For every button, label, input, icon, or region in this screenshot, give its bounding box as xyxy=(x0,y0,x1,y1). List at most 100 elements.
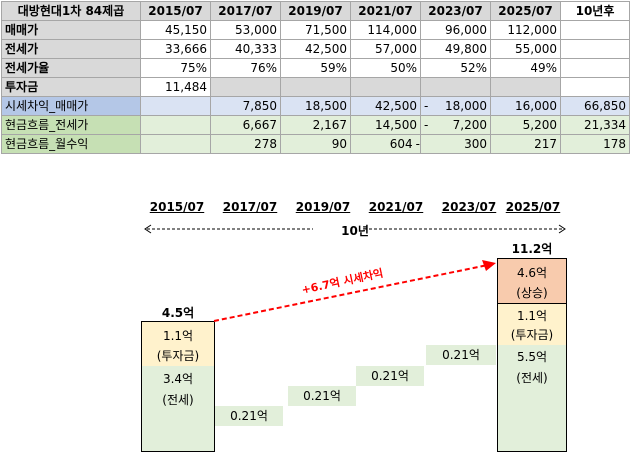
end-jeonse-value: 5.5억 xyxy=(516,350,548,364)
table-cell: 45,150 xyxy=(140,20,211,40)
table-cell: 96,000 xyxy=(420,20,491,40)
header-cell: 2025/07 xyxy=(490,1,561,21)
negative-sign: - xyxy=(415,137,420,151)
end-invest-block: 1.1억 (투자금) xyxy=(497,303,567,345)
year-label: 2025/07 xyxy=(505,200,561,214)
cell-value: 7,200 xyxy=(452,118,487,132)
table-cell: 59% xyxy=(280,58,351,78)
start-jeonse-value: 3.4억 xyxy=(162,372,194,386)
table-cell: 90 xyxy=(280,134,351,154)
table-cell: 57,000 xyxy=(350,39,421,59)
cashflow-step: 0.21억 xyxy=(426,345,496,365)
table-row: 전세가율 75% 76% 59% 50% 52% 49% xyxy=(1,58,630,78)
table-cell xyxy=(140,115,211,135)
cell-value: 18,000 xyxy=(445,99,487,113)
header-cell: 2023/07 xyxy=(420,1,491,21)
table-cell: 71,500 xyxy=(280,20,351,40)
start-invest-value: 1.1억 xyxy=(162,329,194,343)
end-gain-block: 4.6억 (상승) xyxy=(497,258,567,303)
table-cell: - 7,200 xyxy=(420,115,491,135)
table-cell: 66,850 xyxy=(560,96,630,116)
table-cell: 50% xyxy=(350,58,421,78)
end-gain-value: 4.6억 xyxy=(516,266,548,280)
table-cell: 75% xyxy=(140,58,211,78)
span-label: 10년 xyxy=(341,224,369,238)
table-cell: 76% xyxy=(210,58,281,78)
span-arrow xyxy=(144,224,566,234)
end-total-label: 11.2억 xyxy=(511,242,553,256)
table-cell: 604- xyxy=(350,134,421,154)
table-cell: 55,000 xyxy=(490,39,561,59)
table-cell xyxy=(280,77,351,97)
table-cell: 178 xyxy=(560,134,630,154)
end-invest-label: (투자금) xyxy=(510,328,554,342)
table-cell: 33,666 xyxy=(140,39,211,59)
row-label: 전세가 xyxy=(1,39,141,59)
year-label: 2021/07 xyxy=(368,200,424,214)
start-jeonse-label: (전세) xyxy=(162,393,194,407)
row-label: 시세차익_매매가 xyxy=(1,96,141,116)
table-cell: 112,000 xyxy=(490,20,561,40)
table-cell: 5,200 xyxy=(490,115,561,135)
table-cell xyxy=(560,58,630,78)
cell-value: 604 xyxy=(389,137,413,151)
cashflow-step: 0.21억 xyxy=(356,366,424,386)
table-cell xyxy=(210,77,281,97)
table-row: 현금흐름_전세가 6,667 2,167 14,500 - 7,200 5,200… xyxy=(1,115,630,135)
table-cell xyxy=(140,134,211,154)
table-cell: 42,500 xyxy=(280,39,351,59)
table-row: 시세차익_매매가 7,850 18,500 42,500 - 18,000 16,… xyxy=(1,96,630,116)
cashflow-step: 0.21억 xyxy=(215,406,283,426)
row-label: 현금흐름_월수익 xyxy=(1,134,141,154)
table-cell xyxy=(560,77,630,97)
table-cell: 300 xyxy=(420,134,491,154)
row-label: 현금흐름_전세가 xyxy=(1,115,141,135)
end-invest-value: 1.1억 xyxy=(516,309,548,323)
table-cell xyxy=(420,77,491,97)
table-cell: 53,000 xyxy=(210,20,281,40)
price-table: 대방현대1차 84제곱 2015/07 2017/07 2019/07 2021… xyxy=(1,1,630,154)
table-cell xyxy=(560,20,630,40)
end-jeonse-label: (전세) xyxy=(516,371,548,385)
table-row: 현금흐름_월수익 278 90 604- 300 217 178 xyxy=(1,134,630,154)
table-cell: 6,667 xyxy=(210,115,281,135)
table-cell: 18,500 xyxy=(280,96,351,116)
end-gain-label: (상승) xyxy=(516,286,548,300)
year-label: 2019/07 xyxy=(295,200,351,214)
table-cell xyxy=(350,77,421,97)
table-cell: 49,800 xyxy=(420,39,491,59)
row-label: 투자금 xyxy=(1,77,141,97)
header-cell: 2021/07 xyxy=(350,1,421,21)
table-cell xyxy=(490,77,561,97)
table-cell: 14,500 xyxy=(350,115,421,135)
start-invest-block: 1.1억 (투자금) xyxy=(141,321,215,366)
table-cell xyxy=(560,39,630,59)
header-cell: 2017/07 xyxy=(210,1,281,21)
table-cell: 42,500 xyxy=(350,96,421,116)
year-label: 2017/07 xyxy=(222,200,278,214)
table-cell: 217 xyxy=(490,134,561,154)
cashflow-step: 0.21억 xyxy=(288,386,356,406)
table-header-row: 대방현대1차 84제곱 2015/07 2017/07 2019/07 2021… xyxy=(1,1,630,21)
table-cell: 11,484 xyxy=(140,77,211,97)
negative-sign: - xyxy=(424,99,429,113)
table-cell: 7,850 xyxy=(210,96,281,116)
table-cell: 114,000 xyxy=(350,20,421,40)
table-corner-label: 대방현대1차 84제곱 xyxy=(1,1,141,21)
table-cell: 40,333 xyxy=(210,39,281,59)
year-label: 2023/07 xyxy=(441,200,497,214)
end-jeonse-block: 5.5억 (전세) xyxy=(497,345,567,452)
table-cell: 49% xyxy=(490,58,561,78)
year-label: 2015/07 xyxy=(149,200,205,214)
table-cell: 16,000 xyxy=(490,96,561,116)
table-cell: - 18,000 xyxy=(420,96,491,116)
table-cell: 52% xyxy=(420,58,491,78)
gain-arrow xyxy=(213,260,496,322)
header-cell: 10년후 xyxy=(560,1,630,21)
header-cell: 2015/07 xyxy=(140,1,211,21)
header-cell: 2019/07 xyxy=(280,1,351,21)
start-total-label: 4.5억 xyxy=(161,306,195,320)
start-invest-label: (투자금) xyxy=(156,349,200,363)
negative-sign: - xyxy=(424,118,429,132)
table-cell: 2,167 xyxy=(280,115,351,135)
